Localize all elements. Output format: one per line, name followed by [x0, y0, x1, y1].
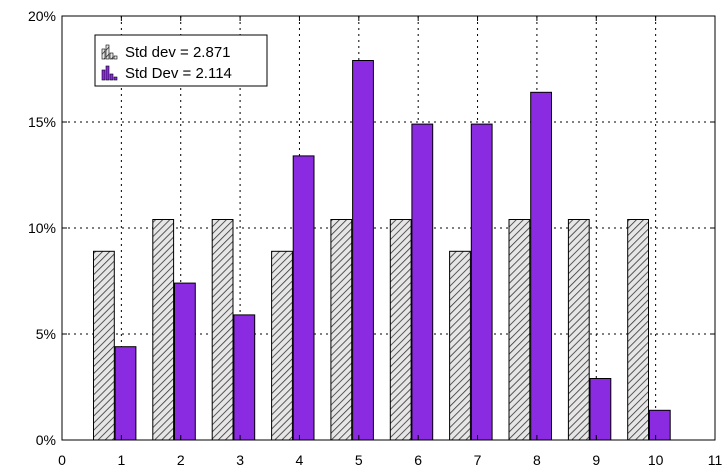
bar-series-1-x5: [330, 219, 353, 441]
x-tick-label-5: 5: [355, 452, 363, 468]
x-tick-label-7: 7: [474, 452, 482, 468]
x-tick-label-0: 0: [58, 452, 66, 468]
x-tick-label-3: 3: [236, 452, 244, 468]
y-tick-label-1: 5%: [36, 326, 56, 342]
bar-series-2-x2: [174, 282, 196, 441]
bar-series-1-x8: [508, 219, 531, 441]
legend: Std dev = 2.871 Std Dev = 2.114: [94, 34, 268, 87]
bar-series-2-x5: [352, 60, 374, 441]
bar-series-1-x10: [627, 219, 650, 441]
bar-series-2-x3: [233, 314, 256, 441]
bar-series-1-x3: [211, 219, 234, 441]
x-tick-label-9: 9: [592, 452, 600, 468]
hatched-bar-icon: [101, 44, 118, 60]
x-tick-label-2: 2: [177, 452, 185, 468]
bar-series-1-x2: [152, 219, 175, 441]
legend-label-1: Std dev = 2.871: [125, 44, 231, 61]
x-tick-label-4: 4: [296, 452, 304, 468]
bar-series-1-x9: [567, 219, 590, 441]
legend-box: [94, 34, 268, 87]
y-tick-label-4: 20%: [28, 8, 56, 24]
bar-series-1-x6: [389, 219, 412, 441]
bar-series-1-x4: [271, 250, 293, 441]
bars: [93, 60, 671, 441]
x-tick-label-1: 1: [117, 452, 125, 468]
bar-series-2-x10: [648, 409, 671, 441]
legend-label-2: Std Dev = 2.114: [125, 65, 232, 82]
x-tick-label-6: 6: [414, 452, 422, 468]
x-tick-label-11: 11: [708, 452, 723, 468]
y-tick-label-3: 15%: [28, 114, 56, 130]
bar-series-2-x9: [589, 378, 612, 441]
solid-bar-icon: [101, 65, 118, 81]
bar-series-2-x8: [530, 91, 553, 441]
bar-series-1-x1: [93, 250, 115, 441]
bar-series-2-x7: [470, 123, 493, 441]
y-tick-label-2: 10%: [28, 220, 56, 236]
bar-series-2-x4: [292, 155, 315, 441]
bar-series-1-x7: [449, 250, 471, 441]
x-tick-label-8: 8: [533, 452, 541, 468]
y-tick-label-0: 0%: [36, 432, 56, 448]
bar-series-2-x1: [114, 346, 137, 441]
bar-series-2-x6: [411, 123, 434, 441]
x-tick-label-10: 10: [648, 452, 664, 468]
axis-ticks: 0% 5% 10% 15% 20% 0 1 2 3 4 5 6 7 8 9 10 11: [28, 8, 723, 468]
